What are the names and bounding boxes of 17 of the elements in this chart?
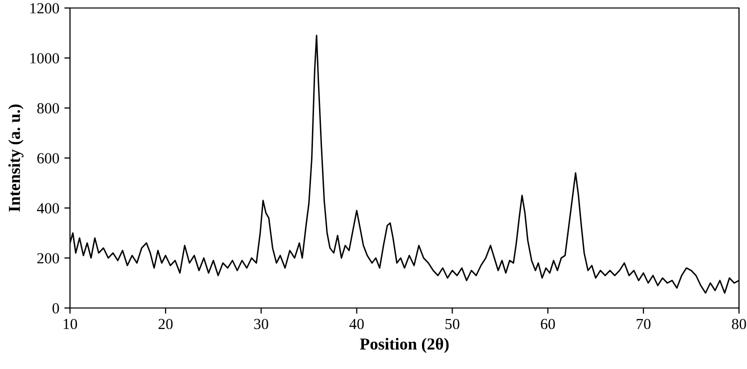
x-tick-label: 10 (64, 318, 78, 330)
x-tick-label: 40 (349, 318, 364, 330)
y-axis-title: Intensity (a. u.) (8, 104, 24, 212)
x-tick-label: 30 (254, 318, 268, 330)
x-tick-label: 60 (540, 318, 555, 330)
y-tick-label: 1000 (30, 53, 59, 64)
x-tick-label: 50 (446, 318, 460, 330)
y-tick-label: 0 (52, 303, 59, 314)
y-tick-label: 600 (37, 153, 59, 164)
x-axis-title: Position (2θ) (360, 338, 449, 354)
y-tick-label: 200 (37, 253, 59, 264)
x-tick-label: 80 (732, 318, 746, 330)
y-tick-label: 800 (37, 103, 59, 114)
y-tick-label: 400 (36, 203, 59, 214)
x-tick-label: 20 (158, 318, 173, 330)
x-tick-label: 70 (636, 318, 650, 330)
y-tick-label: 1200 (30, 3, 59, 14)
